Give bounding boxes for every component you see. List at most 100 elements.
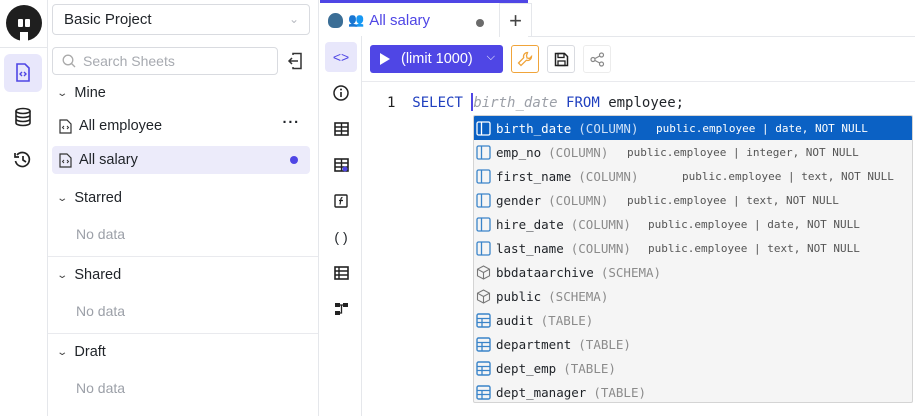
autocomplete-item[interactable]: dept_emp (TABLE) <box>474 356 912 380</box>
divider <box>362 81 915 82</box>
tab-bar <box>320 0 915 37</box>
database-icon[interactable] <box>4 98 42 136</box>
sql-editor[interactable]: 1 SELECT birth_date FROM employee; <box>387 93 684 111</box>
share-icon <box>589 51 604 67</box>
autocomplete-item[interactable]: birth_date (COLUMN) public.employee | date… <box>474 116 912 140</box>
sheet-icon[interactable] <box>4 54 42 92</box>
section-draft-header[interactable]: ⌄ Draft <box>56 344 106 360</box>
item-detail: public.employee | date, NOT NULL <box>648 217 860 231</box>
autocomplete-item[interactable]: bbdataarchive (SCHEMA) <box>474 260 912 284</box>
search-placeholder: Search Sheets <box>83 53 175 69</box>
code-icon[interactable]: <> <box>325 42 357 72</box>
item-detail: public.employee | text, NOT NULL <box>627 193 839 207</box>
search-sheets-input[interactable]: Search Sheets <box>52 47 278 75</box>
table-icon <box>476 312 491 328</box>
item-detail: public.employee | text, NOT NULL <box>648 241 860 255</box>
item-name: hire_date <box>496 216 564 232</box>
column-icon <box>476 216 491 232</box>
run-query-button[interactable]: (limit 1000) ⌵ <box>370 45 503 73</box>
item-detail: public.employee | text, NOT NULL <box>682 169 894 183</box>
item-name: bbdataarchive <box>496 264 594 280</box>
autocomplete-item[interactable]: first_name (COLUMN) public.employee | text… <box>474 164 912 188</box>
item-kind: (TABLE) <box>540 312 594 328</box>
admin-mode-button[interactable] <box>511 45 539 73</box>
autocomplete-item[interactable]: public (SCHEMA) <box>474 284 912 308</box>
info-icon[interactable] <box>325 78 357 108</box>
history-icon[interactable] <box>4 141 42 179</box>
autocomplete-item[interactable]: audit (TABLE) <box>474 308 912 332</box>
sheet-icon <box>59 118 72 134</box>
item-kind: (TABLE) <box>578 336 631 352</box>
chevron-down-icon[interactable]: ⌵ <box>486 51 495 63</box>
table-icon <box>476 384 491 400</box>
chevron-down-icon: ⌄ <box>56 87 69 99</box>
section-title: Mine <box>74 85 106 101</box>
tab-all-salary[interactable]: 👥 All salary <box>320 0 528 37</box>
item-detail: public.employee | date, NOT NULL <box>656 121 868 135</box>
project-select[interactable]: Basic Project ⌄ <box>52 4 310 35</box>
autocomplete-item[interactable]: last_name (COLUMN) public.employee | text,… <box>474 236 912 260</box>
app-logo[interactable] <box>6 5 42 42</box>
more-icon[interactable]: ··· <box>282 115 300 131</box>
item-name: public <box>496 288 542 304</box>
divider <box>48 256 318 257</box>
save-icon <box>554 52 568 66</box>
table-name: employee; <box>608 95 685 111</box>
empty-text: No data <box>76 303 126 319</box>
text-cursor <box>471 93 474 111</box>
table-list-icon[interactable] <box>325 258 357 288</box>
function-icon[interactable] <box>325 186 357 216</box>
autocomplete-dropdown: birth_date (COLUMN) public.employee | date… <box>473 115 913 403</box>
section-starred-header[interactable]: ⌄ Starred <box>56 190 122 206</box>
chevron-down-icon: ⌄ <box>56 192 69 204</box>
view-icon[interactable] <box>325 150 357 180</box>
table-icon[interactable] <box>325 114 357 144</box>
chevron-down-icon: ⌄ <box>56 346 69 358</box>
postgres-icon <box>328 12 343 28</box>
unsaved-dot <box>476 19 484 27</box>
autocomplete-item[interactable]: gender (COLUMN) public.employee | text, NO… <box>474 188 912 212</box>
save-button[interactable] <box>547 45 575 73</box>
table-icon <box>476 360 491 376</box>
sheet-item-all-employee[interactable]: All employee ··· <box>52 112 310 140</box>
item-detail: public.employee | integer, NOT NULL <box>627 145 859 159</box>
unsaved-dot <box>290 156 298 164</box>
editor-side-strip <box>320 36 362 416</box>
chevron-down-icon: ⌄ <box>288 12 299 26</box>
section-title: Shared <box>74 267 122 283</box>
section-title: Draft <box>74 344 106 360</box>
share-button[interactable] <box>583 45 611 73</box>
empty-text: No data <box>76 380 126 396</box>
sheet-item-all-salary[interactable]: All salary <box>52 146 310 174</box>
item-kind: (TABLE) <box>593 384 646 400</box>
project-name: Basic Project <box>64 11 152 28</box>
sheet-label: All employee <box>79 118 163 134</box>
schema-diagram-icon[interactable] <box>325 294 357 324</box>
users-icon: 👥 <box>348 12 365 27</box>
autocomplete-item[interactable]: emp_no (COLUMN) public.employee | integer,… <box>474 140 912 164</box>
item-kind: (COLUMN) <box>570 216 631 232</box>
column-icon <box>476 192 491 208</box>
search-icon <box>62 54 76 68</box>
item-kind: (SCHEMA) <box>600 264 662 280</box>
column-icon <box>476 120 491 136</box>
item-name: audit <box>496 312 534 328</box>
collapse-sidebar-icon[interactable] <box>287 52 304 73</box>
schema-icon <box>476 288 491 304</box>
item-name: dept_manager <box>496 384 587 400</box>
item-kind: (COLUMN) <box>548 192 609 208</box>
item-kind: (TABLE) <box>563 360 616 376</box>
item-name: birth_date <box>496 120 572 136</box>
table-icon <box>476 336 491 352</box>
divider <box>48 333 318 334</box>
sheet-icon <box>59 152 72 168</box>
keyword-from: FROM <box>566 95 600 111</box>
section-mine-header[interactable]: ⌄ Mine <box>56 85 106 101</box>
autocomplete-item[interactable]: dept_manager (TABLE) <box>474 380 912 402</box>
autocomplete-item[interactable]: department (TABLE) <box>474 332 912 356</box>
item-name: gender <box>496 192 542 208</box>
procedure-icon[interactable]: ( ) <box>334 229 348 245</box>
autocomplete-item[interactable]: hire_date (COLUMN) public.employee | date,… <box>474 212 912 236</box>
section-shared-header[interactable]: ⌄ Shared <box>56 267 122 283</box>
add-tab-button[interactable]: + <box>499 3 532 37</box>
